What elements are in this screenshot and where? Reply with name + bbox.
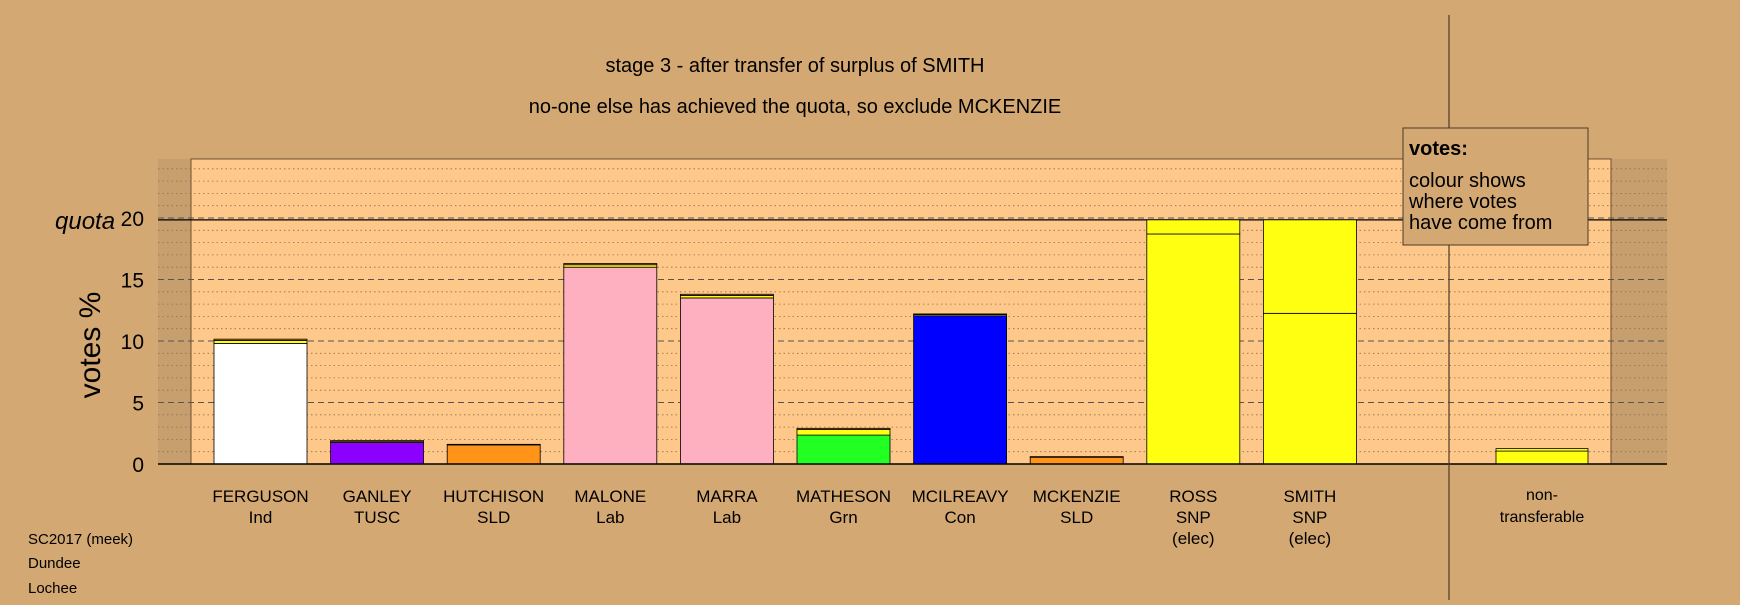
bar-malone-segment bbox=[563, 266, 658, 465]
bar-nontransferable bbox=[1495, 448, 1589, 465]
bar-mcilreavy-segment bbox=[913, 315, 1007, 465]
x-tick-party-smith: SNP bbox=[1292, 508, 1327, 527]
y-tick-label: 0 bbox=[132, 454, 144, 477]
legend-box: votes: colour shows where votes have com… bbox=[1402, 127, 1589, 246]
bar-mckenzie bbox=[1029, 456, 1124, 465]
bar-marra bbox=[680, 293, 774, 465]
bar-hutchison-segment bbox=[446, 443, 541, 446]
x-tick-label-ganley: GANLEY bbox=[343, 487, 412, 506]
x-tick-label-mcilreavy: MCILREAVY bbox=[912, 487, 1009, 506]
x-tick-note-ross: (elec) bbox=[1172, 529, 1215, 548]
bar-smith-segment bbox=[1263, 219, 1357, 314]
bar-smith-segment bbox=[1263, 312, 1357, 465]
bar-malone-segment bbox=[563, 263, 658, 266]
bar-matheson-segment bbox=[796, 434, 891, 465]
x-tick-party-hutchison: SLD bbox=[477, 508, 510, 527]
y-tick-label: 15 bbox=[121, 270, 144, 293]
bar-ross bbox=[1146, 219, 1241, 465]
plot-right-margin bbox=[1611, 158, 1667, 464]
x-tick-label-marra: MARRA bbox=[696, 487, 758, 506]
legend-heading: votes: bbox=[1409, 138, 1468, 160]
x-tick-label-matheson: MATHESON bbox=[796, 487, 891, 506]
x-tick-label-nontransferable: transferable bbox=[1500, 509, 1585, 526]
x-tick-party-malone: Lab bbox=[596, 508, 624, 527]
bar-matheson-segment bbox=[796, 427, 891, 430]
x-tick-note-smith: (elec) bbox=[1289, 529, 1332, 548]
x-tick-party-marra: Lab bbox=[713, 508, 741, 527]
y-tick-label: 5 bbox=[132, 393, 144, 416]
footer-line-2: Dundee bbox=[28, 555, 81, 572]
y-tick-label: 20 bbox=[121, 208, 144, 231]
x-tick-label-smith: SMITH bbox=[1283, 487, 1336, 506]
y-axis-label: votes % bbox=[74, 292, 107, 399]
bar-ganley bbox=[330, 440, 425, 465]
bar-mckenzie-segment bbox=[1029, 456, 1124, 458]
bar-hutchison bbox=[446, 443, 541, 465]
bar-ganley-segment bbox=[330, 440, 425, 442]
footer-line-3: Lochee bbox=[28, 580, 77, 597]
plot-left-margin bbox=[158, 158, 191, 464]
x-tick-party-ganley: TUSC bbox=[354, 508, 400, 527]
chart-title-line1: stage 3 - after transfer of surplus of S… bbox=[605, 55, 984, 77]
bar-hutchison-segment bbox=[446, 444, 541, 465]
bar-marra-segment bbox=[680, 293, 774, 296]
y-tick-label: 10 bbox=[121, 331, 144, 354]
x-tick-party-ferguson: Ind bbox=[249, 508, 273, 527]
plot-area bbox=[190, 158, 1612, 465]
bar-mcilreavy bbox=[913, 313, 1007, 465]
x-tick-party-matheson: Grn bbox=[829, 508, 857, 527]
x-tick-label-ross: ROSS bbox=[1169, 487, 1217, 506]
bar-ferguson-segment bbox=[213, 343, 308, 465]
bar-mckenzie-segment bbox=[1029, 456, 1124, 465]
x-tick-party-ross: SNP bbox=[1176, 508, 1211, 527]
bar-ferguson-segment bbox=[213, 338, 308, 341]
legend-line-2: where votes bbox=[1408, 191, 1517, 213]
bar-ferguson-segment bbox=[213, 339, 308, 344]
bar-nontransferable-segment bbox=[1495, 448, 1589, 452]
bar-malone bbox=[563, 263, 658, 465]
x-tick-label-hutchison: HUTCHISON bbox=[443, 487, 544, 506]
bar-ross-segment bbox=[1146, 219, 1241, 235]
x-tick-party-mckenzie: SLD bbox=[1060, 508, 1093, 527]
bar-nontransferable-segment bbox=[1495, 450, 1589, 465]
bar-mcilreavy-segment bbox=[913, 313, 1007, 315]
bar-ross-segment bbox=[1146, 233, 1241, 465]
chart-title-line2: no-one else has achieved the quota, so e… bbox=[529, 96, 1062, 118]
bar-ganley-segment bbox=[330, 442, 425, 465]
bar-matheson bbox=[796, 427, 891, 465]
bar-smith bbox=[1263, 219, 1357, 465]
x-tick-label-mckenzie: MCKENZIE bbox=[1033, 487, 1121, 506]
bar-matheson-segment bbox=[796, 429, 891, 436]
x-tick-party-mcilreavy: Con bbox=[945, 508, 976, 527]
legend-line-1: colour shows bbox=[1409, 170, 1526, 192]
bar-ferguson bbox=[213, 338, 308, 465]
legend-line-3: have come from bbox=[1409, 212, 1552, 234]
bar-marra-segment bbox=[680, 297, 774, 465]
x-tick-label-malone: MALONE bbox=[574, 487, 646, 506]
x-tick-label-ferguson: FERGUSON bbox=[212, 487, 308, 506]
x-tick-label-nontransferable: non- bbox=[1526, 487, 1558, 504]
quota-label: quota bbox=[55, 208, 115, 235]
footer-line-1: SC2017 (meek) bbox=[28, 531, 133, 548]
